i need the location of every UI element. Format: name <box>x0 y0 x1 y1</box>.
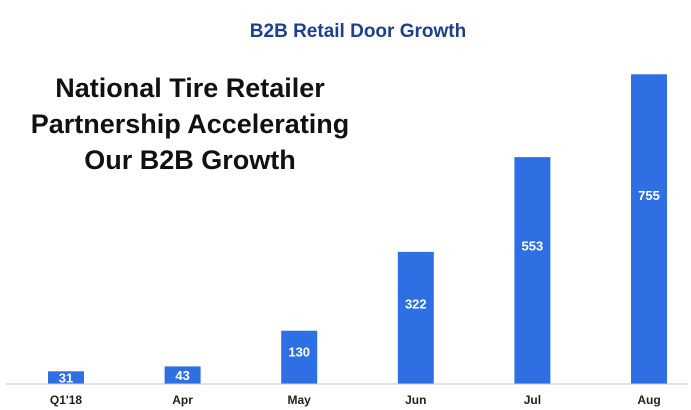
bar-0 <box>48 371 84 384</box>
callout-line-1: National Tire Retailer <box>55 73 325 103</box>
bar-value-label: 755 <box>638 188 660 203</box>
bar-value-label: 130 <box>288 345 310 360</box>
x-tick-label: Aug <box>637 393 660 407</box>
bar-value-label: 31 <box>59 371 73 386</box>
bar-4 <box>514 157 551 384</box>
bar-value-label: 553 <box>522 239 544 254</box>
callout-line-3: Our B2B Growth <box>84 145 296 175</box>
callout-line-2: Partnership Accelerating <box>31 109 350 139</box>
chart-title: B2B Retail Door Growth <box>250 21 466 42</box>
x-tick-label: May <box>288 393 312 407</box>
callout-text: National Tire Retailer Partnership Accel… <box>31 73 350 175</box>
x-tick-label: Q1'18 <box>50 393 83 407</box>
bar-value-label: 43 <box>175 368 189 383</box>
bar-3 <box>397 251 434 384</box>
x-tick-label: Jun <box>405 393 426 407</box>
bar-2 <box>281 330 318 384</box>
bar-1 <box>164 366 201 384</box>
x-tick-label: Jul <box>524 393 541 407</box>
bar-series <box>48 74 667 385</box>
bar-data-labels: 31 43 130 322 553 755 <box>59 188 660 386</box>
bar-5 <box>631 74 667 385</box>
x-tick-label: Apr <box>172 393 193 407</box>
x-axis-tick-labels: Q1'18 Apr May Jun Jul Aug <box>50 393 661 407</box>
bar-value-label: 322 <box>405 296 427 311</box>
